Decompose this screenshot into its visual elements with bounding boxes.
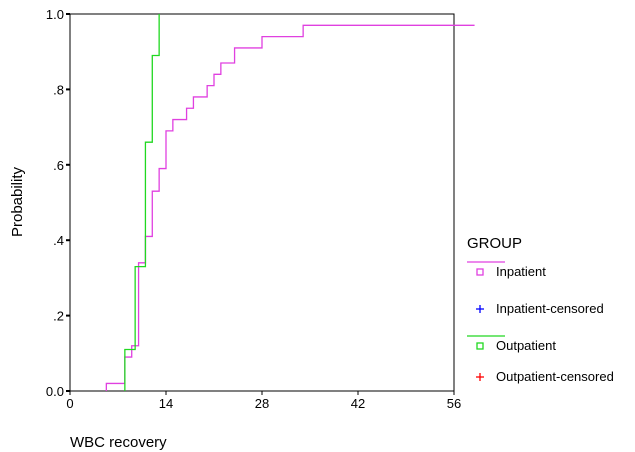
legend-title: GROUP	[467, 235, 522, 252]
legend-square-marker	[476, 268, 484, 276]
x-tick-label: 28	[255, 396, 269, 411]
series-layer	[105, 14, 475, 391]
legend: GROUP Inpatient Inpatient-censored Outpati…	[467, 235, 614, 384]
legend-entry: Outpatient	[467, 335, 556, 353]
x-tick-label: 14	[159, 396, 173, 411]
y-tick-label: 1.0	[46, 7, 64, 22]
x-tick-label: 42	[351, 396, 365, 411]
outpatient-series-line	[124, 14, 160, 391]
y-axis-title: Probability	[9, 166, 26, 237]
legend-entry: Inpatient	[467, 261, 546, 279]
legend-entry: Outpatient-censored	[476, 369, 614, 384]
legend-label: Outpatient-censored	[496, 369, 614, 384]
x-axis: 0 14 28 42 56	[66, 391, 461, 411]
legend-square-marker	[476, 342, 484, 350]
x-tick-label: 0	[66, 396, 73, 411]
plot-frame	[69, 13, 455, 392]
legend-label: Outpatient	[496, 338, 556, 353]
x-axis-title: WBC recovery	[70, 434, 167, 451]
legend-label: Inpatient	[496, 264, 546, 279]
y-tick-label: 0.0	[46, 384, 64, 399]
inpatient-series-line	[105, 24, 475, 391]
x-tick-label: 56	[447, 396, 461, 411]
legend-entry: Inpatient-censored	[476, 301, 604, 316]
y-tick-label: .2	[53, 309, 64, 324]
legend-label: Inpatient-censored	[496, 301, 604, 316]
y-axis: 0.0 .2 .4 .6 .8 1.0	[46, 7, 70, 399]
y-tick-label: .8	[53, 82, 64, 97]
y-tick-label: .6	[53, 158, 64, 173]
y-tick-label: .4	[53, 233, 64, 248]
